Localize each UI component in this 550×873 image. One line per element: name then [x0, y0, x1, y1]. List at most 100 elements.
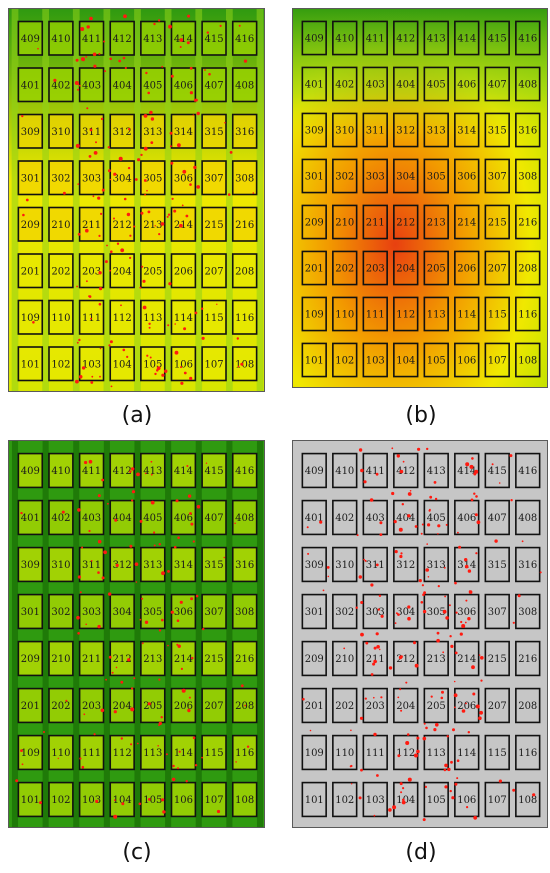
- damage-spot: [77, 575, 81, 579]
- damage-spot: [131, 467, 135, 471]
- plot-label: 108: [235, 795, 254, 806]
- plot-fill: [79, 300, 104, 334]
- plot-box: [423, 687, 449, 724]
- plot-fill: [140, 254, 165, 288]
- plot-fill: [110, 21, 135, 55]
- damage-spot: [420, 532, 423, 535]
- damage-spot: [427, 576, 430, 578]
- damage-spot: [153, 544, 156, 547]
- plot-fill: [18, 161, 43, 195]
- damage-spot: [376, 645, 380, 649]
- inter-row-strip: [165, 441, 172, 827]
- plot-label: 416: [518, 466, 537, 477]
- damage-spot: [181, 688, 186, 693]
- plot-box: [423, 342, 449, 378]
- plot-label: 201: [21, 266, 40, 277]
- plot-label: 203: [366, 701, 385, 712]
- damage-spot: [77, 232, 81, 236]
- damage-spot: [147, 91, 150, 95]
- damage-spot: [452, 728, 455, 732]
- plot-box: [362, 781, 388, 818]
- plot-label: 208: [235, 701, 254, 712]
- damage-spot: [363, 480, 367, 484]
- plot-label: 103: [82, 795, 101, 806]
- damage-spot: [193, 165, 197, 170]
- damage-spot: [130, 707, 135, 712]
- plot-label: 102: [51, 795, 70, 806]
- plot-label: 313: [427, 126, 446, 137]
- plot-box: [170, 160, 197, 196]
- damage-spot: [142, 279, 146, 283]
- damage-spot: [223, 556, 226, 559]
- damage-spot: [157, 19, 161, 22]
- plot-box: [301, 593, 327, 630]
- plot-fill: [140, 114, 165, 148]
- damage-spot: [521, 540, 524, 543]
- damage-spot: [161, 373, 165, 377]
- plot-box: [78, 299, 105, 335]
- damage-spot: [124, 66, 127, 70]
- plot-box: [454, 734, 480, 771]
- plot-box: [423, 158, 449, 194]
- damage-spot: [93, 64, 97, 68]
- plot-label: 411: [366, 34, 385, 45]
- damage-spot: [464, 564, 469, 569]
- damage-spot: [143, 114, 148, 118]
- plot-label: 312: [396, 560, 415, 571]
- plot-label: 113: [143, 313, 162, 324]
- plot-label: 401: [21, 80, 40, 91]
- plot-label: 114: [174, 748, 193, 759]
- plot-box: [170, 20, 197, 56]
- damage-spot: [128, 128, 131, 131]
- plot-fill: [140, 453, 165, 488]
- plot-label: 112: [396, 748, 415, 759]
- damage-spot: [146, 189, 148, 192]
- damage-spot: [494, 539, 498, 543]
- plot-label: 107: [488, 356, 507, 367]
- plot-label: 105: [427, 795, 446, 806]
- plot-fill: [79, 782, 104, 817]
- damage-spot: [139, 519, 143, 523]
- damage-spot: [115, 563, 119, 567]
- plot-box: [231, 67, 258, 103]
- damage-spot: [360, 632, 364, 637]
- plot-fill: [202, 68, 227, 102]
- plot-box: [515, 640, 541, 677]
- plot-box: [332, 499, 358, 536]
- damage-spot: [424, 785, 427, 788]
- plot-label: 214: [457, 654, 476, 665]
- damage-spot: [148, 326, 151, 329]
- damage-spot: [179, 38, 184, 42]
- plot-label: 201: [305, 701, 324, 712]
- plot-label: 402: [51, 80, 70, 91]
- plot-label: 104: [396, 795, 415, 806]
- damage-spot: [158, 678, 161, 681]
- plot-box: [484, 158, 510, 194]
- plot-fill: [232, 207, 257, 241]
- plot-box: [140, 20, 166, 56]
- damage-spot: [175, 499, 179, 503]
- damage-spot: [373, 732, 377, 737]
- damage-spot: [153, 22, 156, 26]
- damage-spot: [89, 16, 93, 21]
- damage-spot: [398, 527, 403, 532]
- plot-fill: [202, 453, 227, 488]
- plot-box: [515, 112, 541, 148]
- plot-box: [140, 113, 166, 149]
- damage-spot: [364, 559, 367, 562]
- damage-spot: [187, 708, 191, 713]
- damage-spot: [76, 341, 79, 344]
- plot-label: 412: [396, 34, 415, 45]
- damage-spot: [480, 679, 483, 682]
- plot-label: 110: [335, 310, 354, 321]
- inter-row-strip: [256, 441, 264, 827]
- plot-fill: [140, 500, 165, 535]
- damage-spot: [139, 286, 142, 289]
- damage-spot: [196, 111, 200, 116]
- damage-spot: [161, 618, 164, 622]
- plot-label: 109: [305, 748, 324, 759]
- plot-box: [301, 687, 327, 724]
- plot-label: 312: [113, 560, 132, 571]
- plot-label: 316: [518, 126, 537, 137]
- plot-label: 305: [427, 607, 446, 618]
